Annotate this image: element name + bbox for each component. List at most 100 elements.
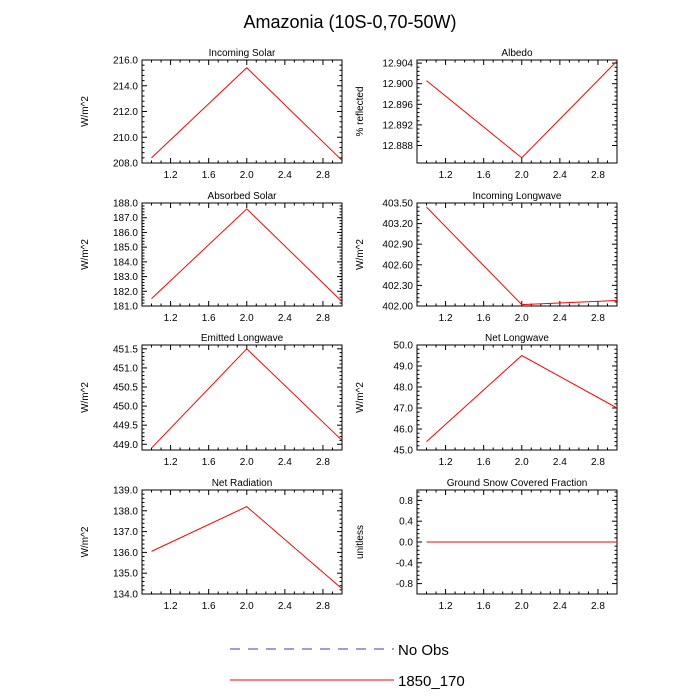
panel-ground-snow-covered-fraction-ytick-label: -0.8 [396,579,414,590]
panel-net-longwave-ytick-label: 50.0 [394,341,414,352]
panel-net-radiation-title: Net Radiation [212,478,273,489]
legend-label-no-obs: No Obs [398,642,449,659]
panel-incoming-longwave-xtick-label: 1.6 [477,313,491,324]
panel-absorbed-solar-xtick-label: 2.0 [240,313,254,324]
panel-emitted-longwave-ylabel: W/m^2 [80,382,91,413]
panel-absorbed-solar-frame [141,202,343,307]
panel-albedo-xtick-label: 2.0 [515,170,529,181]
panel-net-radiation-series-1850-170 [151,506,343,590]
panel-net-radiation-ytick-label: 135.0 [113,569,138,580]
panel-incoming-longwave-ytick-label: 402.60 [382,260,413,271]
panel-absorbed-solar-title: Absorbed Solar [208,191,278,202]
panel-absorbed-solar-ytick-label: 184.0 [113,257,138,268]
panel-net-longwave-xtick-label: 2.4 [553,457,567,468]
panel-albedo-frame [416,59,618,164]
panel-absorbed-solar-ytick-label: 183.0 [113,272,138,283]
panel-incoming-longwave-ylabel: W/m^2 [355,239,366,270]
panel-albedo-xtick-label: 2.4 [553,170,567,181]
panel-net-radiation-ylabel: W/m^2 [80,526,91,557]
panel-incoming-longwave-series-1850-170 [426,206,618,306]
panel-incoming-solar-ytick-label: 210.0 [113,133,138,144]
panel-emitted-longwave-xtick-label: 2.0 [240,457,254,468]
panel-incoming-longwave-xtick-label: 2.4 [553,313,567,324]
panel-ground-snow-covered-fraction-ytick-label: -0.4 [396,558,414,569]
panel-incoming-solar-xtick-label: 2.8 [316,170,330,181]
panel-net-longwave-xtick-label: 2.0 [515,457,529,468]
panel-ground-snow-covered-fraction-title: Ground Snow Covered Fraction [447,478,588,489]
panel-albedo-xtick-label: 2.8 [591,170,605,181]
panel-absorbed-solar-xtick-label: 1.2 [164,313,178,324]
panel-incoming-longwave-xtick-label: 1.2 [439,313,453,324]
panel-albedo-ylabel: % reflected [355,86,366,136]
panel-net-longwave-xtick-label: 1.6 [477,457,491,468]
panel-absorbed-solar-ytick-label: 182.0 [113,287,138,298]
panel-incoming-solar-ytick-label: 214.0 [113,81,138,92]
panel-ground-snow-covered-fraction-ytick-label: 0.0 [399,538,413,549]
panel-ground-snow-covered-fraction-ylabel: unitless [355,525,366,559]
panel-ground-snow-covered-fraction-xtick-label: 2.4 [553,601,567,612]
panel-absorbed-solar-ytick-label: 181.0 [113,302,138,313]
panel-incoming-solar-frame [141,59,343,164]
panel-net-radiation-ytick-label: 134.0 [113,590,138,601]
panel-ground-snow-covered-fraction-xtick-label: 2.0 [515,601,529,612]
panel-net-radiation-ytick-label: 136.0 [113,548,138,559]
panel-albedo-ytick-label: 12.904 [382,59,413,70]
panel-absorbed-solar-ytick-label: 186.0 [113,228,138,239]
panel-albedo-title: Albedo [501,48,533,59]
panel-net-longwave-ytick-label: 47.0 [394,404,414,415]
panel-incoming-solar-xtick-label: 1.6 [202,170,216,181]
panel-net-longwave-title: Net Longwave [485,333,549,344]
panel-absorbed-solar-ytick-label: 187.0 [113,213,138,224]
panel-albedo-series-1850-170 [426,60,618,159]
panel-incoming-longwave-ytick-label: 402.30 [382,281,413,292]
panels: Incoming Solar 1.2 1.6 2.0 2.4 2.8 208.0 210.0 2… [80,48,618,612]
panel-emitted-longwave-xtick-label: 1.2 [164,457,178,468]
panel-net-radiation-xtick-label: 1.6 [202,601,216,612]
panel-ground-snow-covered-fraction: Ground Snow Covered Fraction 1.2 1.6 2.0 2.4… [355,478,618,612]
panel-albedo-xtick-label: 1.2 [439,170,453,181]
panel-incoming-solar-series-1850-170 [151,67,343,161]
panel-net-radiation-ytick-label: 137.0 [113,527,138,538]
panel-incoming-solar-xtick-label: 1.2 [164,170,178,181]
legend-label-1850-170: 1850_170 [398,673,465,690]
figure-title: Amazonia (10S-0,70-50W) [243,12,456,32]
panel-net-radiation-xtick-label: 1.2 [164,601,178,612]
panel-ground-snow-covered-fraction-xtick-label: 1.2 [439,601,453,612]
panel-incoming-longwave-xtick-label: 2.8 [591,313,605,324]
panel-absorbed-solar-series-1850-170 [151,208,343,302]
panel-absorbed-solar-xtick-label: 2.8 [316,313,330,324]
panel-net-radiation-xtick-label: 2.8 [316,601,330,612]
panel-incoming-longwave: Incoming Longwave 1.2 1.6 2.0 2.4 2.8 402.00 40… [355,191,618,324]
panel-incoming-longwave-xtick-label: 2.0 [515,313,529,324]
panel-net-radiation-ytick-label: 138.0 [113,506,138,517]
panel-absorbed-solar-xtick-label: 1.6 [202,313,216,324]
panel-net-longwave-ytick-label: 48.0 [394,383,414,394]
panel-absorbed-solar-ytick-label: 188.0 [113,199,138,210]
panel-emitted-longwave-ytick-label: 449.5 [113,421,138,432]
panel-absorbed-solar: Absorbed Solar 1.2 1.6 2.0 2.4 2.8 181.0 182.0 1… [80,191,343,324]
panel-emitted-longwave-ytick-label: 450.5 [113,383,138,394]
panel-emitted-longwave-xtick-label: 1.6 [202,457,216,468]
panel-ground-snow-covered-fraction-ytick-label: 0.4 [399,517,413,528]
panel-incoming-solar-ylabel: W/m^2 [80,96,91,127]
panel-emitted-longwave-frame [141,344,343,451]
panel-incoming-longwave-ytick-label: 403.20 [382,219,413,230]
legend: No Obs 1850_170 [230,642,465,690]
panel-net-radiation: Net Radiation 1.2 1.6 2.0 2.4 2.8 134.0 135.0 13… [80,478,343,612]
panel-incoming-solar-ytick-label: 212.0 [113,107,138,118]
panel-emitted-longwave-series-1850-170 [151,348,343,449]
panel-incoming-solar-xtick-label: 2.4 [278,170,292,181]
panel-albedo-xtick-label: 1.6 [477,170,491,181]
panel-net-longwave-series-1850-170 [426,354,618,442]
panel-emitted-longwave-ytick-label: 449.0 [113,440,138,451]
panel-net-longwave-xtick-label: 2.8 [591,457,605,468]
panel-incoming-longwave-title: Incoming Longwave [473,191,562,202]
panel-emitted-longwave-xtick-label: 2.4 [278,457,292,468]
panel-incoming-solar-ytick-label: 208.0 [113,159,138,170]
panel-incoming-longwave-frame [416,202,618,307]
panel-net-longwave-xtick-label: 1.2 [439,457,453,468]
panel-emitted-longwave-ytick-label: 451.5 [113,344,138,355]
panel-albedo-ytick-label: 12.892 [382,120,413,131]
panel-net-longwave: Net Longwave 1.2 1.6 2.0 2.4 2.8 45.0 46.0 47.0 4… [355,333,618,468]
